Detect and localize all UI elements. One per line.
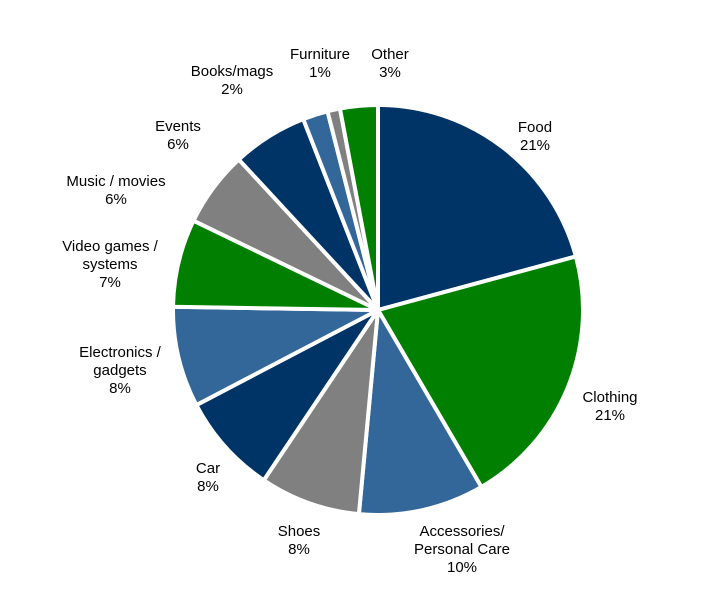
slice-label-other: Other 3% [371,46,409,81]
pie-slice-clothing [376,254,585,489]
slice-label-events: Events 6% [155,118,201,153]
slice-label-accessories: Accessories/Personal Care 10% [414,523,510,576]
slice-label-car: Car 8% [196,460,220,495]
slice-label-electronics: Electronics / gadgets 8% [79,344,162,397]
pie-slices [171,103,585,517]
slice-label-video-games: Video games / systems 7% [62,238,158,291]
slice-label-furniture: Furniture 1% [290,46,350,81]
slice-label-music-movies: Music / movies 6% [66,173,165,208]
slice-label-food: Food 21% [518,119,552,154]
slice-label-clothing: Clothing 21% [582,389,637,424]
pie-slice-food [376,103,578,312]
pie-slice-other [337,103,380,312]
pie-slice-accessories [356,308,484,517]
slice-label-books-mags: Books/mags 2% [191,63,274,98]
pie-labels: Food 21% Clothing 21% Accessories/Personal C… [62,46,637,576]
slice-label-shoes: Shoes 8% [278,523,321,558]
